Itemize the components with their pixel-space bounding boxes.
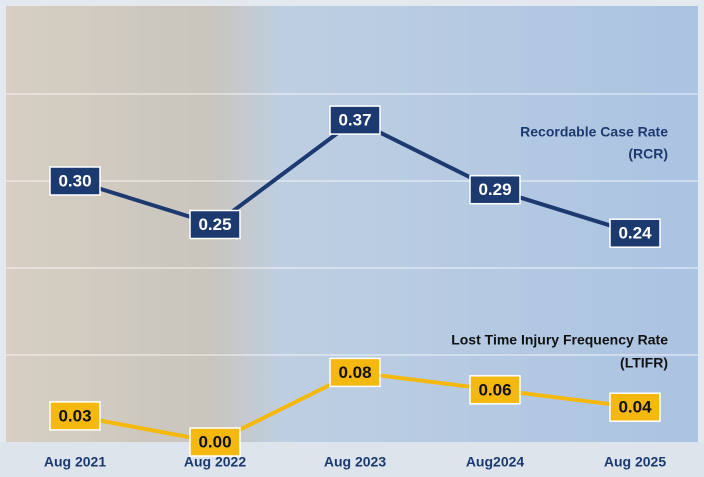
data-label: 0.08	[338, 363, 371, 382]
x-tick-label: Aug 2021	[44, 454, 106, 470]
data-label: 0.37	[338, 111, 371, 130]
data-label: 0.00	[198, 432, 231, 451]
x-tick-label: Aug2024	[466, 454, 525, 470]
data-label: 0.04	[618, 398, 652, 417]
data-label: 0.29	[478, 180, 511, 199]
series-label: Recordable Case Rate	[520, 124, 668, 140]
x-tick-label: Aug 2023	[324, 454, 386, 470]
series-label: (LTIFR)	[620, 355, 668, 371]
series-label: (RCR)	[628, 146, 668, 162]
data-label: 0.03	[58, 406, 91, 425]
x-tick-label: Aug 2025	[604, 454, 666, 470]
data-label: 0.30	[58, 171, 91, 190]
data-label: 0.06	[478, 380, 511, 399]
series-label: Lost Time Injury Frequency Rate	[451, 332, 668, 348]
chart: Aug 2021Aug 2022Aug 2023Aug2024Aug 20250…	[0, 0, 704, 477]
data-label: 0.25	[198, 215, 231, 234]
data-label: 0.24	[618, 224, 652, 243]
page: {"chart_data": {"type": "line", "categor…	[0, 0, 704, 477]
